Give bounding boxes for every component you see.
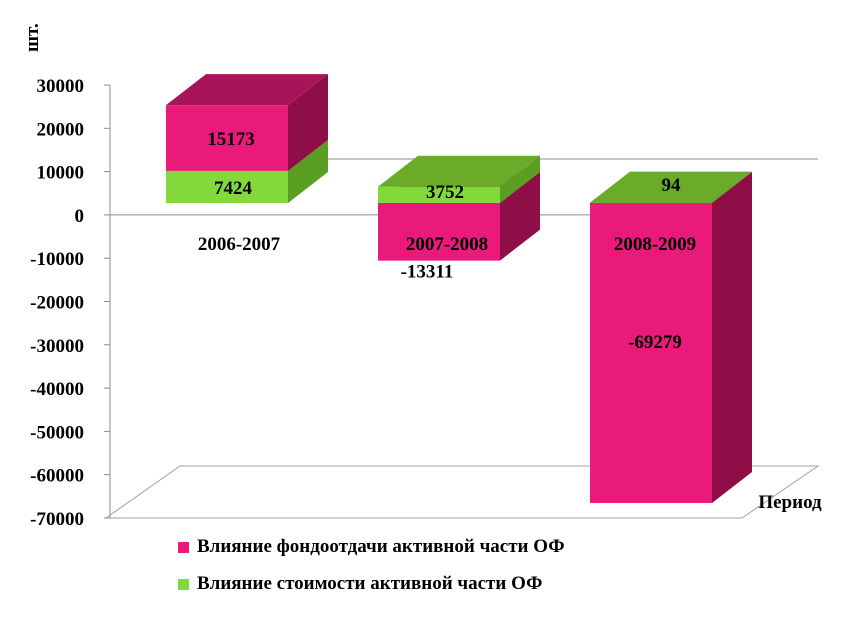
legend-label-productivity: Влияние фондоотдачи активной части ОФ [197, 536, 565, 557]
bar-productivity-2007-2008-front [378, 203, 500, 261]
data-label-cost: 3752 [426, 182, 464, 203]
bar-productivity-2006-2007-side [288, 74, 328, 171]
bar-cost-2007-2008-top [378, 155, 540, 187]
x-category-label: 2007-2008 [406, 234, 488, 255]
bar-cost-2008-2009-top [590, 171, 752, 203]
data-label-cost: 7424 [214, 178, 253, 199]
y-tick-label: 20000 [37, 119, 85, 140]
y-tick-label: -10000 [30, 249, 84, 270]
bar-cost-2006-2007-side [288, 139, 328, 203]
bar-productivity-2008-2009 [590, 172, 752, 503]
legend-label-cost: Влияние стоимости активной части ОФ [197, 573, 543, 594]
data-label-productivity: -13311 [401, 262, 454, 283]
bar-productivity-2008-2009-side [712, 172, 752, 503]
y-tick-label: 10000 [37, 163, 85, 184]
bar-productivity-2007-2008-side [500, 172, 540, 261]
y-axis: 30000 20000 10000 0 -10000 -20000 -30000 -40000… [30, 76, 111, 530]
data-labels: 7424 15173 2006-2007 3752 -13311 2007-2008 94 -… [198, 129, 696, 353]
y-tick-label: -40000 [30, 379, 84, 400]
data-label-cost: 94 [662, 175, 682, 196]
bar-productivity-2006-2007-top [166, 74, 328, 106]
y-tick-label: -70000 [30, 509, 84, 530]
bar-cost-2006-2007-front [166, 170, 288, 203]
y-tick-label: -30000 [30, 336, 84, 357]
x-category-label: 2008-2009 [614, 234, 696, 255]
y-tick-label: 30000 [37, 76, 85, 97]
bars [166, 74, 752, 503]
y-tick-label: -20000 [30, 293, 84, 314]
y-tick-label: 0 [75, 206, 85, 227]
bar-cost-2007-2008-side [500, 155, 540, 203]
chart-floor [104, 465, 820, 519]
legend-item: Влияние фондоотдачи активной части ОФ [178, 533, 565, 561]
data-label-productivity: -69279 [628, 332, 682, 353]
legend-swatch-cost [178, 578, 189, 590]
data-label-productivity: 15173 [207, 129, 255, 150]
y-tick-label: -50000 [30, 422, 84, 443]
bar-cost-2008-2009-side [712, 171, 752, 203]
bar-productivity-2006-2007 [166, 74, 328, 171]
y-axis-label: шт. [22, 23, 43, 52]
legend-item: Влияние стоимости активной части ОФ [178, 570, 565, 598]
legend: Влияние фондоотдачи активной части ОФ Вл… [178, 533, 565, 607]
y-tick-label: -60000 [30, 466, 84, 487]
x-category-label: 2006-2007 [198, 234, 281, 255]
legend-swatch-productivity [178, 541, 189, 553]
bar-productivity-2006-2007-front [166, 105, 288, 171]
bar-cost-2007-2008 [378, 155, 540, 203]
bar-productivity-2008-2009-front [590, 203, 712, 503]
bar-cost-2007-2008-front [378, 186, 500, 203]
floor-outline [104, 465, 820, 519]
x-axis-label: Период [758, 492, 822, 513]
bar-cost-2008-2009 [590, 171, 752, 203]
